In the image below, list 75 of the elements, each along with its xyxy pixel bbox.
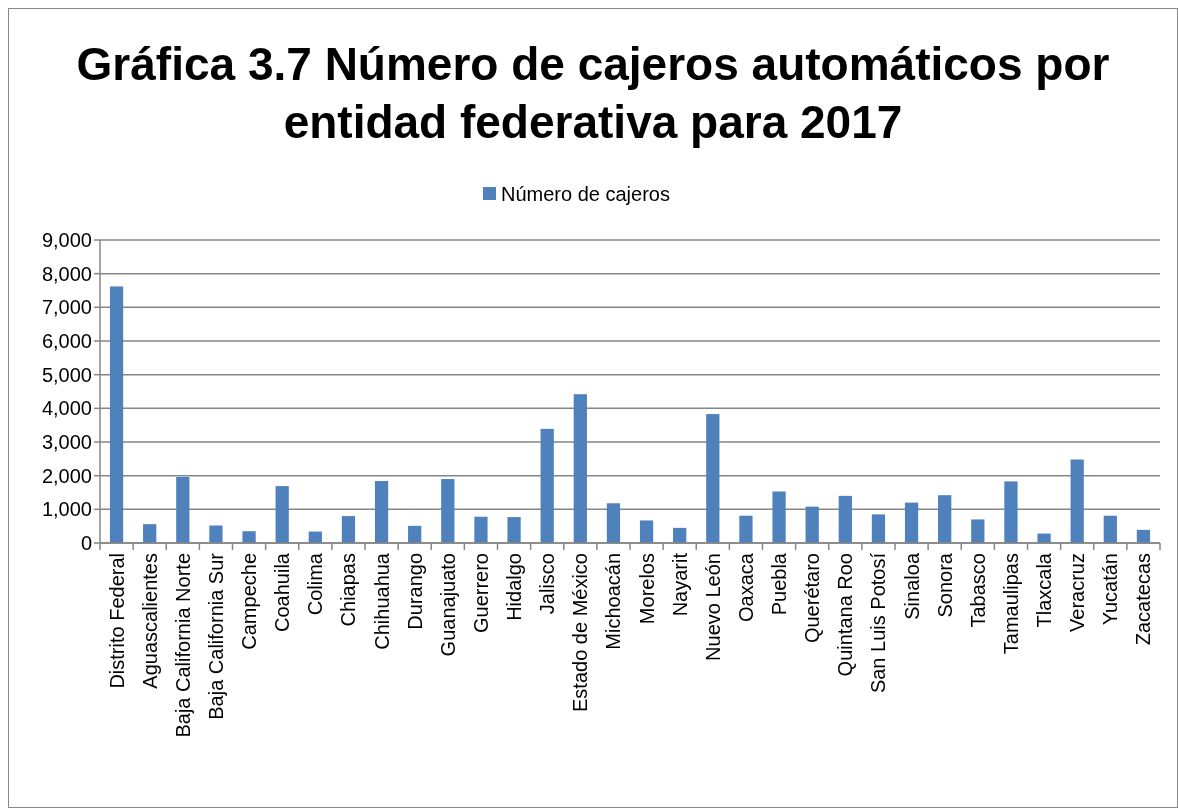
y-tick-label: 3,000 xyxy=(41,431,92,453)
bar xyxy=(606,503,621,543)
x-tick-label: Colima xyxy=(304,552,327,616)
x-tick-label: Coahuila xyxy=(271,552,294,632)
bar xyxy=(1136,529,1151,543)
x-tick-label: San Luis Potosí xyxy=(867,552,890,694)
bar xyxy=(1070,459,1084,543)
bar xyxy=(341,516,356,543)
x-tick-label: Tabasco xyxy=(966,553,989,628)
x-tick-label: Puebla xyxy=(768,552,791,616)
x-tick-label: Guerrero xyxy=(469,553,492,634)
bar xyxy=(109,286,124,543)
bar xyxy=(1103,515,1117,543)
bar xyxy=(838,495,852,543)
bar xyxy=(871,514,886,543)
bar xyxy=(408,525,422,543)
bar xyxy=(904,502,919,543)
bar xyxy=(706,414,720,543)
bar xyxy=(772,491,786,543)
bar xyxy=(1037,533,1051,543)
x-tick-label: Zacatecas xyxy=(1132,553,1155,646)
bar xyxy=(143,524,157,543)
x-tick-label: Tamaulipas xyxy=(999,553,1022,655)
x-tick-label: Querétaro xyxy=(801,553,824,644)
bar xyxy=(474,516,488,543)
x-tick-label: Aguascalientes xyxy=(138,553,161,689)
x-tick-label: Durango xyxy=(403,553,426,630)
bar xyxy=(971,519,985,543)
x-tick-label: Distrito Federal xyxy=(105,553,128,689)
y-tick-label: 5,000 xyxy=(41,363,92,386)
x-tick-label: Oaxaca xyxy=(734,552,757,622)
bar xyxy=(507,517,521,543)
bar xyxy=(209,525,223,543)
x-tick-label: Guanajuato xyxy=(436,553,459,657)
y-tick-label: 2,000 xyxy=(41,464,92,487)
x-tick-label: Campeche xyxy=(238,553,261,650)
x-tick-label: Sonora xyxy=(933,552,956,618)
x-tick-label: Hidalgo xyxy=(503,553,526,621)
x-tick-label: Sinaloa xyxy=(900,552,923,620)
x-tick-label: Jalisco xyxy=(536,553,559,615)
y-tick-label: 8,000 xyxy=(41,262,92,285)
x-tick-label: Chihuahua xyxy=(370,552,393,650)
x-tick-label: Yucatán xyxy=(1099,553,1122,626)
y-tick-label: 0 xyxy=(80,532,92,554)
bar xyxy=(805,506,819,543)
x-tick-label: Baja California Norte xyxy=(171,553,194,738)
bar xyxy=(673,527,687,543)
chart-title: Gráfica 3.7 Número de cajeros automáticos por entidad federativa para 2017 xyxy=(76,38,1110,148)
x-tick-label: Baja California Sur xyxy=(204,552,227,720)
bar xyxy=(739,515,753,543)
bar xyxy=(639,520,654,543)
bar xyxy=(374,481,389,543)
bar xyxy=(275,486,289,543)
x-tick-label: Estado de México xyxy=(569,553,592,712)
bar xyxy=(441,479,455,543)
x-tick-label: Veracruz xyxy=(1066,553,1089,632)
x-tick-label: Nayarit xyxy=(668,552,691,617)
x-tick-label: Michoacán xyxy=(602,553,625,650)
y-tick-label: 4,000 xyxy=(41,397,92,420)
y-tick-label: 1,000 xyxy=(41,498,92,521)
x-tick-label: Morelos xyxy=(635,553,658,625)
bar xyxy=(938,495,952,543)
y-tick-label: 9,000 xyxy=(41,229,92,251)
bar xyxy=(1004,481,1018,543)
y-tick-label: 7,000 xyxy=(41,296,92,319)
legend-label: Número de cajeros xyxy=(501,183,670,205)
x-tick-label: Nuevo León xyxy=(701,553,724,661)
x-tick-label: Chiapas xyxy=(337,553,360,627)
bar xyxy=(540,428,554,543)
bar xyxy=(242,531,256,543)
bar xyxy=(573,394,587,543)
bar xyxy=(176,477,190,543)
y-tick-label: 6,000 xyxy=(41,330,92,352)
x-tick-label: Tlaxcala xyxy=(1033,552,1056,628)
x-tick-label: Quintana Roo xyxy=(834,553,857,677)
